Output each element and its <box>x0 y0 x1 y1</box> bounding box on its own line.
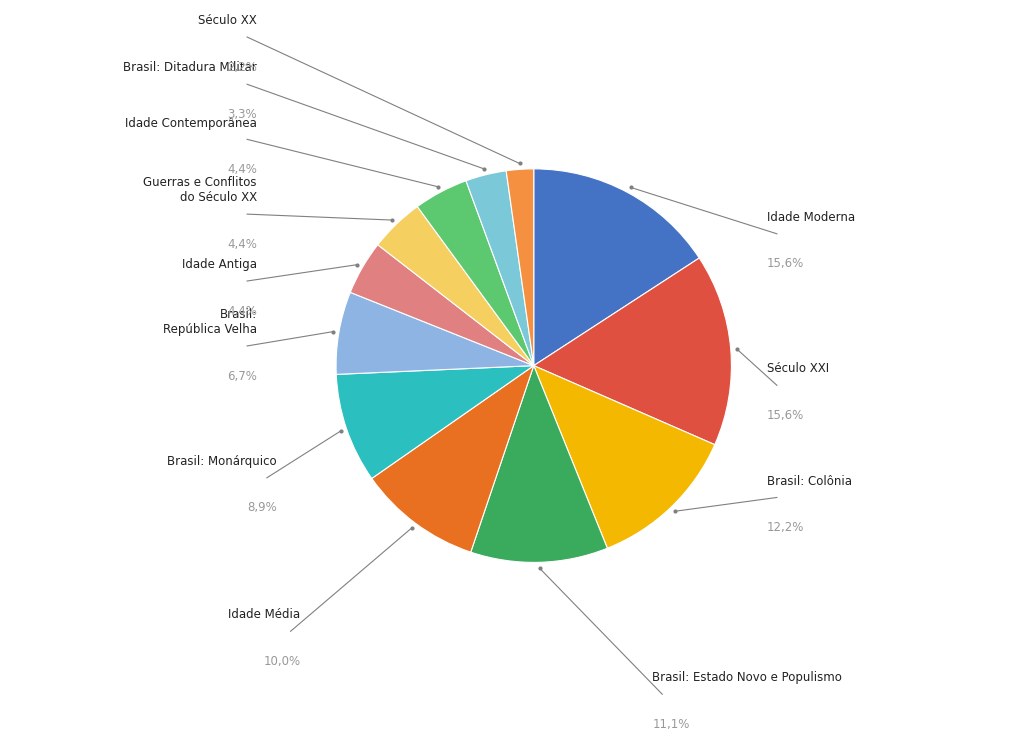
Wedge shape <box>336 366 534 478</box>
Wedge shape <box>466 171 534 366</box>
Text: Idade Média: Idade Média <box>228 609 300 621</box>
Text: Brasil: Ditadura Militar: Brasil: Ditadura Militar <box>123 61 257 74</box>
Text: 11,1%: 11,1% <box>652 718 690 731</box>
Text: 4,4%: 4,4% <box>227 238 257 251</box>
Text: 3,3%: 3,3% <box>227 108 257 121</box>
Text: 4,4%: 4,4% <box>227 304 257 318</box>
Text: Idade Antiga: Idade Antiga <box>182 258 257 271</box>
Text: Brasil: Estado Novo e Populismo: Brasil: Estado Novo e Populismo <box>652 671 842 685</box>
Wedge shape <box>372 366 534 552</box>
Text: 6,7%: 6,7% <box>227 369 257 383</box>
Text: Brasil: Colônia: Brasil: Colônia <box>767 475 852 488</box>
Text: Guerras e Conflitos
do Século XX: Guerras e Conflitos do Século XX <box>143 176 257 204</box>
Text: 8,9%: 8,9% <box>247 501 276 514</box>
Wedge shape <box>534 169 699 366</box>
Text: Idade Moderna: Idade Moderna <box>767 211 855 224</box>
Wedge shape <box>350 245 534 366</box>
Wedge shape <box>378 206 534 366</box>
Text: 4,4%: 4,4% <box>227 163 257 176</box>
Text: Idade Contemporânea: Idade Contemporânea <box>125 116 257 130</box>
Text: Século XXI: Século XXI <box>767 363 829 375</box>
Text: 15,6%: 15,6% <box>767 409 804 422</box>
Text: Brasil: Monárquico: Brasil: Monárquico <box>167 455 276 468</box>
Text: 12,2%: 12,2% <box>767 521 805 534</box>
Wedge shape <box>418 181 534 366</box>
Wedge shape <box>506 169 534 366</box>
Wedge shape <box>336 293 534 374</box>
Text: 10,0%: 10,0% <box>263 655 300 668</box>
Text: 15,6%: 15,6% <box>767 257 804 270</box>
Wedge shape <box>534 366 715 548</box>
Wedge shape <box>534 258 731 444</box>
Text: 2,2%: 2,2% <box>227 60 257 74</box>
Text: Século XX: Século XX <box>199 14 257 27</box>
Wedge shape <box>471 366 607 562</box>
Text: Brasil:
República Velha: Brasil: República Velha <box>163 308 257 336</box>
